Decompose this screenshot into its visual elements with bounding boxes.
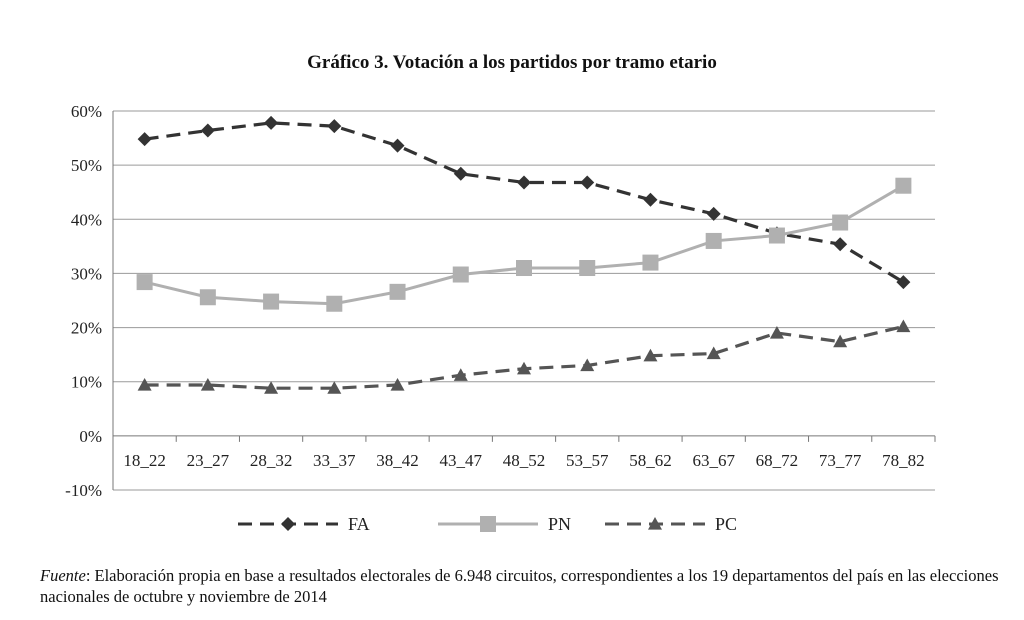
- data-point: [833, 237, 848, 252]
- y-tick-label: -10%: [65, 481, 102, 500]
- data-point: [643, 192, 658, 207]
- source-text: : Elaboración propia en base a resultado…: [40, 566, 999, 606]
- data-point: [642, 254, 659, 271]
- series-pc: [137, 319, 911, 394]
- x-tick-label: 68_72: [756, 451, 799, 470]
- x-tick-label: 38_42: [376, 451, 419, 470]
- y-tick-label: 30%: [71, 264, 102, 283]
- data-point: [516, 260, 532, 277]
- data-point: [832, 214, 849, 231]
- data-point: [326, 295, 343, 312]
- data-point: [769, 325, 784, 339]
- y-tick-label: 40%: [71, 210, 102, 229]
- series-line-pc: [144, 324, 904, 390]
- x-tick-labels: 18_22 23_27 28_32 33_37 38_42 43_47 48_52 53_57…: [123, 451, 924, 470]
- data-point: [706, 206, 721, 221]
- y-tick-labels: -10% 0% 10% 20% 30% 40% 50% 60%: [65, 102, 102, 500]
- x-tick-label: 73_77: [819, 451, 862, 470]
- y-tick-label: 60%: [71, 102, 102, 121]
- x-tick-label: 23_27: [187, 451, 230, 470]
- x-tick-label: 33_37: [313, 451, 356, 470]
- x-tick-label: 53_57: [566, 451, 609, 470]
- y-tick-label: 10%: [71, 373, 102, 392]
- data-point: [200, 377, 215, 391]
- data-point: [389, 283, 406, 300]
- data-point: [517, 175, 531, 190]
- x-tick-label: 18_22: [123, 451, 166, 470]
- data-point: [453, 166, 468, 181]
- series-lines: [136, 115, 912, 394]
- data-point: [390, 377, 405, 391]
- data-point: [706, 346, 721, 360]
- y-tick-label: 20%: [71, 319, 102, 338]
- data-point: [517, 361, 531, 375]
- data-point: [390, 138, 405, 153]
- x-tick-label: 43_47: [440, 451, 483, 470]
- data-point: [453, 368, 468, 381]
- data-point: [579, 260, 596, 277]
- data-point: [452, 266, 469, 283]
- data-point: [895, 177, 912, 194]
- data-point: [327, 381, 342, 394]
- legend-item-pn: PN: [438, 514, 571, 534]
- chart-title: Gráfico 3. Votación a los partidos por t…: [307, 52, 717, 73]
- data-point: [896, 319, 911, 333]
- y-tick-label: 0%: [79, 427, 102, 446]
- series-line-pn: [144, 184, 905, 306]
- data-point: [137, 377, 152, 391]
- legend: FA PN PC: [238, 514, 737, 534]
- legend-marker: [281, 517, 295, 531]
- data-point: [264, 115, 279, 130]
- data-point: [264, 381, 279, 394]
- data-point: [580, 175, 595, 190]
- data-point: [199, 289, 216, 306]
- data-point: [643, 348, 658, 362]
- x-tick-label: 48_52: [503, 451, 546, 470]
- source-note: Fuente: Elaboración propia en base a res…: [40, 565, 1000, 607]
- x-tick-label: 63_67: [692, 451, 735, 470]
- data-point: [136, 274, 153, 291]
- legend-item-pc: PC: [605, 514, 737, 534]
- source-label: Fuente: [40, 566, 86, 585]
- data-point: [137, 132, 152, 147]
- data-point: [705, 232, 722, 249]
- data-point: [896, 275, 911, 290]
- data-point: [200, 123, 215, 138]
- y-tick-label: 50%: [71, 156, 102, 175]
- x-tick-label: 78_82: [882, 451, 925, 470]
- legend-marker: [648, 517, 662, 530]
- data-point: [833, 334, 848, 348]
- legend-label: FA: [348, 514, 370, 534]
- series-pn: [136, 177, 912, 312]
- legend-item-fa: FA: [238, 514, 370, 534]
- legend-marker: [480, 516, 496, 532]
- x-tick-label: 28_32: [250, 451, 293, 470]
- data-point: [580, 358, 595, 372]
- line-chart: -10% 0% 10% 20% 30% 40% 50% 60% 18_22 23_27 28_32…: [65, 102, 936, 534]
- data-point: [327, 119, 342, 134]
- data-point: [768, 227, 785, 244]
- x-tick-label: 58_62: [629, 451, 672, 470]
- data-point: [263, 293, 280, 310]
- legend-label: PN: [548, 514, 571, 534]
- legend-label: PC: [715, 514, 737, 534]
- series-line-fa: [144, 121, 905, 284]
